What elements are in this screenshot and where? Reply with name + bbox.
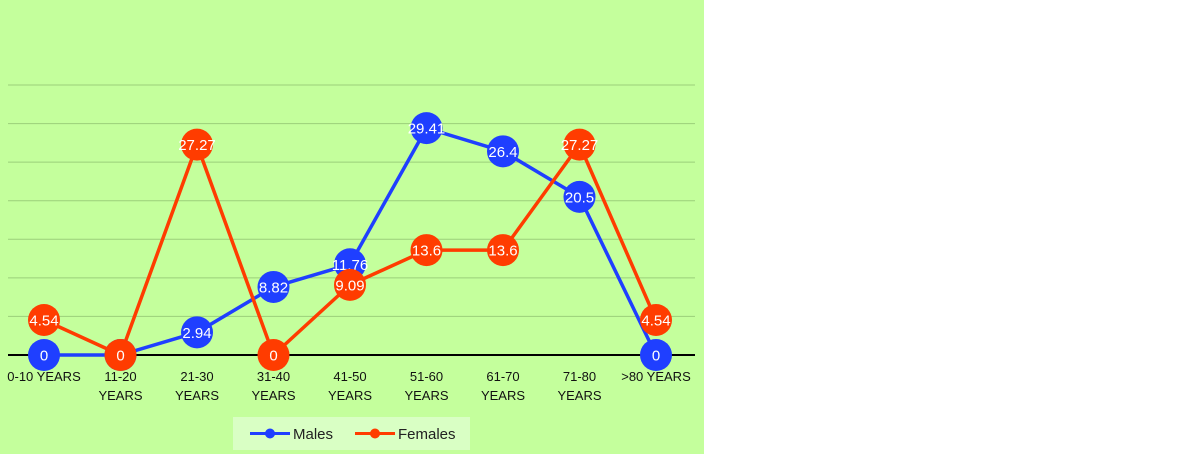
data-point-females bbox=[563, 128, 596, 161]
x-tick-label: 21-30 YEARS bbox=[175, 369, 219, 403]
data-label-females: 4.54 bbox=[29, 312, 58, 329]
x-tick-label: 11-20 YEARS bbox=[98, 369, 142, 403]
data-point-females bbox=[181, 128, 213, 161]
legend-males-label: Males bbox=[293, 426, 333, 443]
data-label-females: 0 bbox=[269, 348, 277, 365]
data-label-males: 29.41 bbox=[408, 121, 446, 138]
data-label-males: 0 bbox=[652, 348, 660, 365]
data-point-females bbox=[28, 303, 60, 336]
data-point-males bbox=[410, 112, 443, 145]
x-tick-label: 61-70 YEARS bbox=[481, 369, 525, 403]
data-label-females: 13.6 bbox=[488, 243, 517, 260]
data-point-males bbox=[563, 180, 596, 213]
x-tick-labels: 0-10 YEARS 11-20 YEARS 21-30 YEARS 31-40 YEARS… bbox=[7, 369, 691, 403]
data-label-females: 13.6 bbox=[412, 243, 441, 260]
chart-area: 0 2.94 8.82 11.76 29.41 26.4 20.5 0 4.54 0 27.27 0 9… bbox=[0, 0, 704, 454]
legend-males-marker bbox=[265, 428, 275, 439]
legend: Males Females bbox=[233, 417, 470, 450]
data-label-males: 20.5 bbox=[565, 189, 594, 206]
data-point-females bbox=[640, 303, 672, 336]
x-tick-label: 0-10 YEARS bbox=[7, 369, 81, 384]
data-label-males: 8.82 bbox=[259, 279, 288, 296]
legend-females-label: Females bbox=[398, 426, 456, 443]
data-point-males bbox=[181, 316, 213, 349]
data-label-females: 27.27 bbox=[561, 137, 599, 154]
data-point-females bbox=[104, 339, 137, 371]
gridlines bbox=[8, 84, 695, 317]
data-point-females bbox=[257, 339, 290, 371]
x-tick-label: 41-50 YEARS bbox=[328, 369, 372, 403]
x-tick-label: 71-80 YEARS bbox=[557, 369, 601, 403]
data-point-females bbox=[410, 234, 443, 267]
data-point-males bbox=[640, 339, 672, 371]
data-label-males: 2.94 bbox=[182, 325, 211, 342]
series-points: 0 2.94 8.82 11.76 29.41 26.4 20.5 0 4.54 0 27.27 0 9… bbox=[28, 112, 672, 371]
data-point-males bbox=[487, 135, 519, 168]
x-tick-label: 51-60 YEARS bbox=[404, 369, 448, 403]
x-tick-label: 31-40 YEARS bbox=[251, 369, 295, 403]
data-label-males: 0 bbox=[40, 348, 48, 365]
data-point-females bbox=[334, 268, 366, 301]
data-label-females: 0 bbox=[116, 348, 124, 365]
legend-females-marker bbox=[370, 428, 380, 439]
x-tick-label: >80 YEARS bbox=[621, 369, 691, 384]
data-label-males: 11.76 bbox=[332, 257, 368, 274]
data-point-females bbox=[487, 234, 519, 267]
data-label-females: 4.54 bbox=[641, 312, 670, 329]
data-point-males bbox=[257, 270, 290, 303]
data-label-males: 26.4 bbox=[488, 144, 517, 161]
data-label-females: 27.27 bbox=[178, 137, 216, 154]
line-chart: 0 2.94 8.82 11.76 29.41 26.4 20.5 0 4.54 0 27.27 0 9… bbox=[7, 84, 695, 450]
data-label-females: 9.09 bbox=[335, 277, 364, 294]
data-point-males bbox=[28, 339, 60, 371]
